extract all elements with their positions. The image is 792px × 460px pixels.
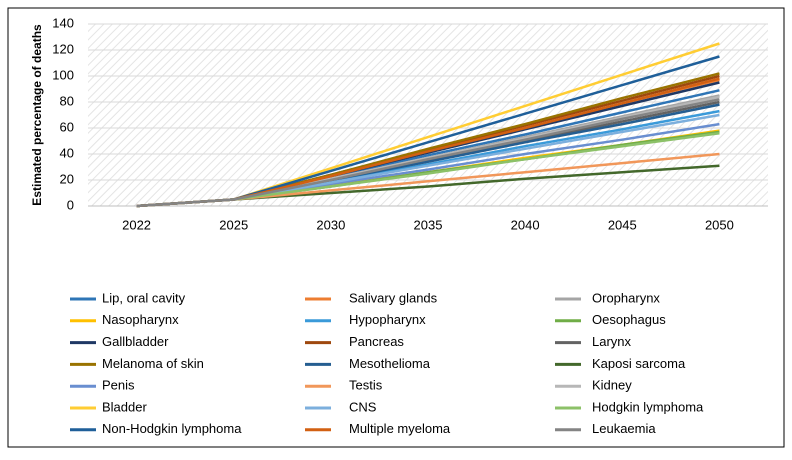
- legend-label: Multiple myeloma: [349, 421, 451, 436]
- legend-label: Leukaemia: [592, 421, 656, 436]
- legend-label: Nasopharynx: [102, 312, 179, 327]
- x-tick-label: 2050: [705, 217, 734, 232]
- y-tick-label: 100: [52, 67, 74, 82]
- legend-label: Kaposi sarcoma: [592, 356, 686, 371]
- y-tick-label: 60: [60, 119, 74, 134]
- legend-label: Salivary glands: [349, 290, 438, 305]
- x-tick-label: 2035: [414, 217, 443, 232]
- legend-label: Oropharynx: [592, 290, 660, 305]
- x-tick-label: 2022: [122, 217, 151, 232]
- series-line: [136, 98, 720, 208]
- legend-label: Lip, oral cavity: [102, 290, 186, 305]
- legend-label: Hypopharynx: [349, 312, 426, 327]
- legend-label: Testis: [349, 378, 383, 393]
- legend-label: Gallbladder: [102, 334, 169, 349]
- legend-label: Mesothelioma: [349, 356, 431, 371]
- y-tick-label: 0: [67, 197, 74, 212]
- y-tick-label: 40: [60, 145, 74, 160]
- legend-label: Penis: [102, 378, 135, 393]
- x-tick-label: 2045: [608, 217, 637, 232]
- legend-label: Oesophagus: [592, 312, 666, 327]
- x-tick-label: 2040: [511, 217, 540, 232]
- legend-label: Pancreas: [349, 334, 404, 349]
- y-tick-label: 80: [60, 93, 74, 108]
- legend-label: Non-Hodgkin lymphoma: [102, 421, 242, 436]
- y-tick-label: 20: [60, 171, 74, 186]
- y-tick-label: 120: [52, 41, 74, 56]
- legend-label: Kidney: [592, 378, 632, 393]
- x-tick-label: 2030: [316, 217, 345, 232]
- y-tick-label: 140: [52, 15, 74, 30]
- legend-label: Larynx: [592, 334, 632, 349]
- legend-label: CNS: [349, 399, 377, 414]
- x-tick-label: 2025: [219, 217, 248, 232]
- legend-label: Hodgkin lymphoma: [592, 399, 704, 414]
- legend-label: Melanoma of skin: [102, 356, 204, 371]
- y-axis-label: Estimated percentage of deaths: [30, 24, 44, 206]
- legend-label: Bladder: [102, 399, 147, 414]
